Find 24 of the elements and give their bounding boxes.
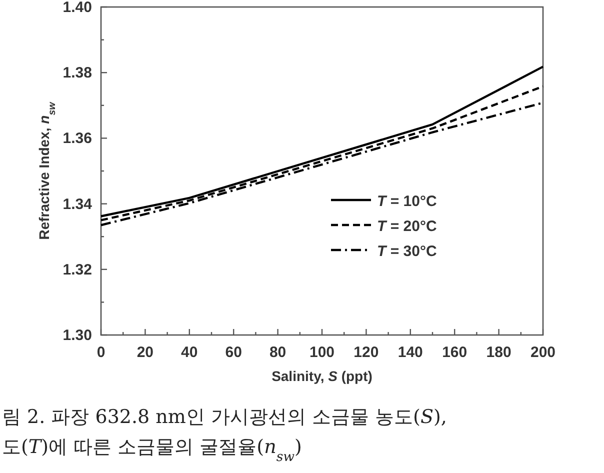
y-tick-label: 1.32 [62,261,92,278]
x-tick-label: 40 [181,344,198,361]
legend-label: T = 20°C [377,218,437,235]
x-tick-label: 20 [136,344,154,361]
legend-label: T = 30°C [377,243,437,260]
y-tick-label: 1.40 [62,0,92,16]
text: 도(T)에 따른 소금물의 굴절율(n$_{sw}$) [2,436,302,464]
x-tick-label: 60 [225,344,242,361]
text: 림 2. 파장 632.8 nm인 가시광선의 소금물 농도(S), [2,406,447,428]
x-tick-label: 140 [398,344,423,361]
x-tick-label: 80 [269,344,286,361]
x-tick-label: 100 [309,344,335,361]
x-axis-title: Salinity, S (ppt) [272,368,372,384]
y-tick-label: 1.36 [62,130,92,148]
y-tick-label: 1.34 [62,196,93,213]
x-tick-label: 200 [530,344,556,361]
y-tick-label: 1.30 [62,327,92,344]
legend-label: T = 10°C [377,193,437,210]
x-tick-label: 120 [354,344,379,361]
x-tick-label: 0 [96,344,106,361]
line-series [100,66,544,218]
y-tick-label: 1.38 [62,64,92,82]
x-tick-label: 180 [486,344,512,361]
x-tick-label: 160 [442,344,468,361]
